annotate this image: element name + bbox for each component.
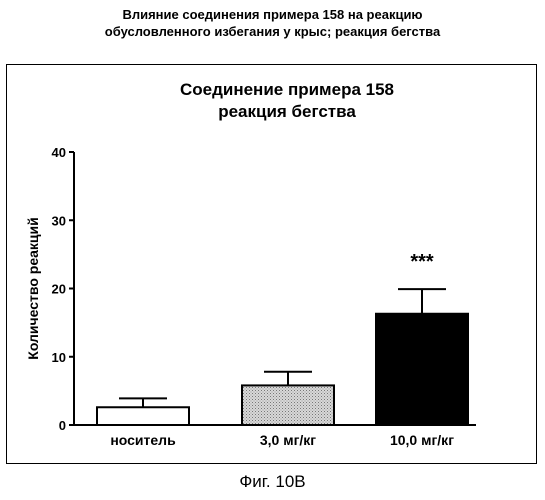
chart-title-line-2: реакция бегства — [218, 102, 356, 121]
x-tick-label: 3,0 мг/кг — [260, 432, 316, 448]
y-axis-label: Количество реакций — [25, 217, 41, 359]
x-tick-label: носитель — [110, 432, 176, 448]
figure-caption: Фиг. 10В — [0, 472, 545, 492]
y-tick-label: 20 — [52, 282, 66, 297]
bar-2 — [242, 385, 334, 425]
y-tick-label: 30 — [52, 213, 66, 228]
chart-title-line-1: Соединение примера 158 — [180, 80, 394, 99]
bar-chart: Соединение примера 158 реакция бегства 0 10… — [0, 0, 545, 470]
bar-3 — [376, 314, 468, 425]
x-tick-label: 10,0 мг/кг — [390, 432, 454, 448]
y-tick-label: 0 — [59, 418, 66, 433]
bar-1 — [97, 407, 189, 425]
significance-annotation: *** — [410, 251, 434, 273]
y-tick-label: 10 — [52, 350, 66, 365]
y-tick-label: 40 — [52, 145, 66, 160]
